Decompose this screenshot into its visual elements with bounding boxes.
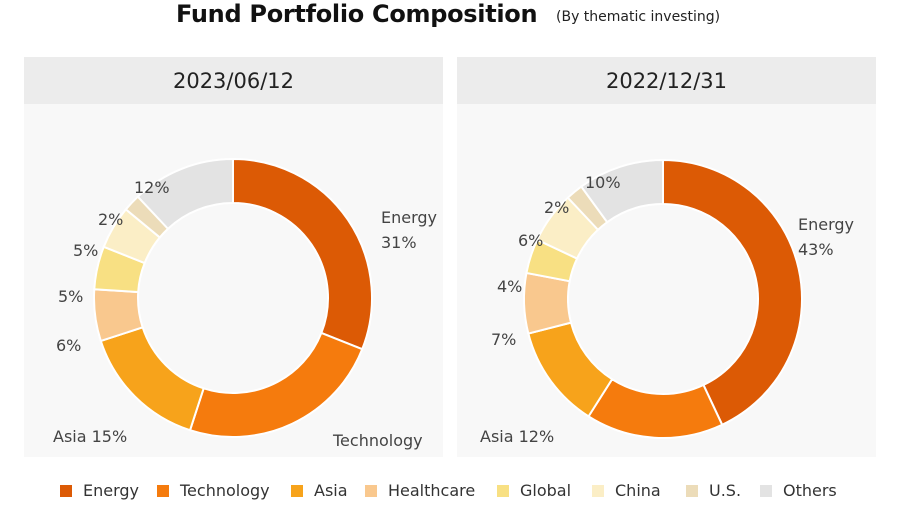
legend-label: Energy: [83, 481, 140, 500]
legend-swatch: [60, 484, 72, 497]
data-label-china: 5%: [73, 241, 98, 260]
data-label-healthcare: 6%: [56, 336, 81, 355]
legend-swatch: [592, 484, 604, 497]
legend-label: Asia: [314, 481, 348, 500]
legend-swatch: [686, 484, 698, 497]
slice-energy: [662, 158, 803, 427]
data-label-u-s: 2%: [98, 210, 123, 229]
data-label-asia: Asia 12%: [480, 427, 554, 446]
slice-others: [579, 158, 664, 224]
title-row: Fund Portfolio Composition (By thematic …: [0, 0, 900, 38]
data-label-others: 10%: [585, 173, 621, 192]
data-label-healthcare: 7%: [491, 330, 516, 349]
slice-technology: [188, 331, 364, 438]
data-label-technology: Technology24%: [332, 431, 423, 457]
legend-item-healthcare: Healthcare: [365, 481, 475, 500]
legend-swatch: [291, 484, 303, 497]
legend-item-global: Global: [497, 481, 571, 500]
legend-label: China: [615, 481, 661, 500]
slice-healthcare: [523, 271, 573, 335]
legend-label: Others: [783, 481, 837, 500]
data-label-others: 12%: [134, 178, 170, 197]
panel-date-header: 2023/06/12: [24, 57, 443, 104]
slice-asia: [99, 326, 205, 432]
slice-technology: [587, 377, 724, 439]
legend-label: Healthcare: [388, 481, 476, 500]
data-label-asia: Asia 15%: [53, 427, 127, 446]
legend-item-china: China: [592, 481, 661, 500]
data-label-energy: Energy 43%: [798, 215, 854, 259]
data-label-u-s: 2%: [544, 198, 569, 217]
data-label-china: 6%: [518, 231, 543, 250]
legend-swatch: [760, 484, 772, 497]
chart-title: Fund Portfolio Composition: [176, 0, 538, 28]
legend-item-technology: Technology: [157, 481, 270, 500]
legend-swatch: [157, 484, 169, 497]
legend-item-energy: Energy: [60, 481, 139, 500]
legend-item-asia: Asia: [291, 481, 348, 500]
data-label-global: 5%: [58, 287, 83, 306]
legend-item-u-s: U.S.: [686, 481, 741, 500]
slice-energy: [232, 157, 373, 351]
panel-date-header: 2022/12/31: [457, 57, 876, 104]
legend-swatch: [365, 484, 377, 497]
legend-label: U.S.: [709, 481, 742, 500]
slice-others: [136, 157, 234, 231]
legend-label: Technology: [180, 481, 270, 500]
legend-label: Global: [520, 481, 572, 500]
data-label-energy: Energy 31%: [381, 208, 437, 252]
legend: Energy Technology Asia Healthcare Global Chin…: [0, 481, 900, 505]
chart-subtitle: (By thematic investing): [556, 9, 721, 25]
legend-swatch: [497, 484, 509, 497]
data-label-global: 4%: [497, 277, 522, 296]
legend-item-others: Others: [760, 481, 837, 500]
